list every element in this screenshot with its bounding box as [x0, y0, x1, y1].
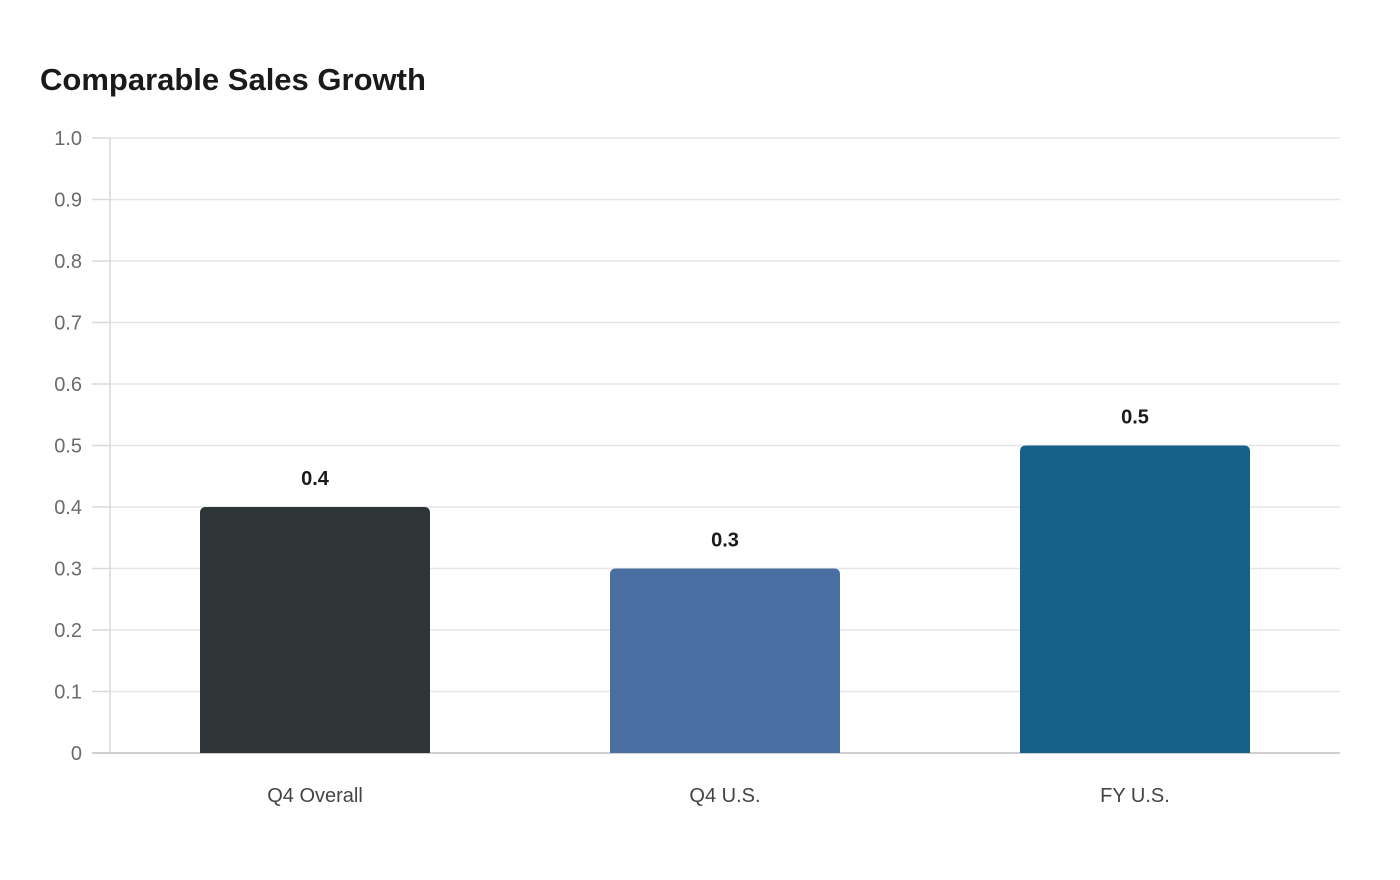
bar	[200, 507, 430, 753]
labels: 0 0.1 0.2 0.3 0.4 0.5 0.6 0.7 0.8 0.9 1.0 0.4 Q4 Ove…	[54, 128, 1170, 807]
y-tick-label: 0.3	[54, 559, 82, 581]
x-category-label: Q4 U.S.	[689, 785, 760, 807]
y-tick-label: 0	[71, 743, 82, 765]
y-tick-label: 0.9	[54, 190, 82, 212]
data-label: 0.3	[711, 530, 739, 552]
y-tick-label: 1.0	[54, 128, 82, 150]
y-tick-label: 0.5	[54, 436, 82, 458]
bar	[1020, 445, 1250, 753]
y-tick-label: 0.8	[54, 251, 82, 273]
bars	[200, 445, 1250, 753]
y-tick-label: 0.2	[54, 620, 82, 642]
bar	[610, 568, 840, 753]
y-tick-label: 0.6	[54, 374, 82, 396]
chart-title: Comparable Sales Growth	[40, 62, 426, 97]
y-tick-label: 0.7	[54, 313, 82, 335]
x-category-label: FY U.S.	[1100, 785, 1170, 807]
y-tick-label: 0.4	[54, 497, 82, 519]
y-tick-label: 0.1	[54, 682, 82, 704]
data-label: 0.5	[1121, 407, 1149, 429]
x-category-label: Q4 Overall	[267, 785, 363, 807]
data-label: 0.4	[301, 468, 330, 490]
